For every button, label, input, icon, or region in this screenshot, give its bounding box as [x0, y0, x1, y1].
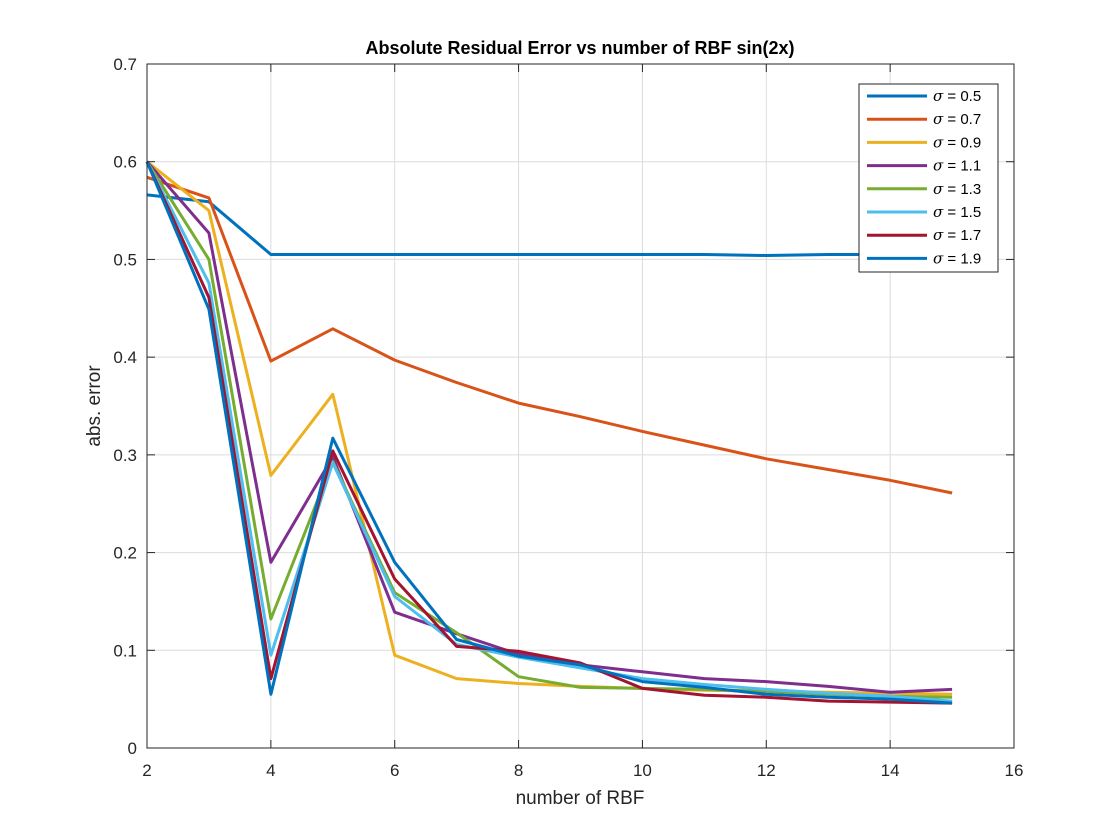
- y-tick-label: 0: [128, 739, 137, 758]
- chart-title: Absolute Residual Error vs number of RBF…: [365, 38, 794, 58]
- legend-entry-2: σ = 0.7: [933, 110, 981, 128]
- legend-entry-4: σ = 1.1: [933, 157, 981, 175]
- x-tick-label: 6: [390, 761, 399, 780]
- y-tick-label: 0.7: [113, 55, 137, 74]
- legend-box: [858, 83, 999, 273]
- y-tick-label: 0.5: [113, 250, 137, 269]
- legend-entry-5: σ = 1.3: [933, 180, 981, 198]
- series-lines: [145, 160, 953, 705]
- series-line-8: [145, 161, 953, 705]
- x-tick-label: 16: [1005, 761, 1024, 780]
- series-line-1: [146, 193, 953, 257]
- x-tick-label: 10: [633, 761, 652, 780]
- x-tick-label: 2: [142, 761, 151, 780]
- x-tick-label: 8: [514, 761, 523, 780]
- series-line-7: [145, 161, 953, 705]
- plot-frame: [146, 63, 1015, 749]
- legend-entry-7: σ = 1.7: [933, 226, 981, 244]
- x-tick-label: 12: [757, 761, 776, 780]
- x-axis-label: number of RBF: [516, 788, 645, 809]
- legend-entry-8: σ = 1.9: [933, 249, 981, 267]
- legend: σ = 0.5 σ = 0.7 σ = 0.9 σ = 1.1 σ = 1.3 σ = 1…: [858, 83, 999, 273]
- series-line-6: [145, 161, 953, 703]
- legend-entry-3: σ = 0.9: [933, 133, 981, 151]
- y-tick-labels: 0 0.1 0.2 0.3 0.4 0.5 0.6 0.7: [113, 55, 137, 758]
- x-tick-label: 4: [266, 761, 275, 780]
- legend-entry-1: σ = 0.5: [933, 87, 981, 105]
- x-tick-labels: 2 4 6 8 10 12 14 16: [142, 761, 1023, 780]
- axis-ticks: [146, 63, 1015, 749]
- y-tick-label: 0.6: [113, 153, 137, 172]
- series-line-2: [146, 175, 953, 495]
- y-tick-label: 0.1: [113, 641, 137, 660]
- x-tick-label: 14: [881, 761, 900, 780]
- y-tick-label: 0.2: [113, 544, 137, 563]
- legend-entry-6: σ = 1.5: [933, 203, 981, 221]
- y-tick-label: 0.4: [113, 348, 137, 367]
- y-axis-label: abs. error: [84, 365, 105, 447]
- y-tick-label: 0.3: [113, 446, 137, 465]
